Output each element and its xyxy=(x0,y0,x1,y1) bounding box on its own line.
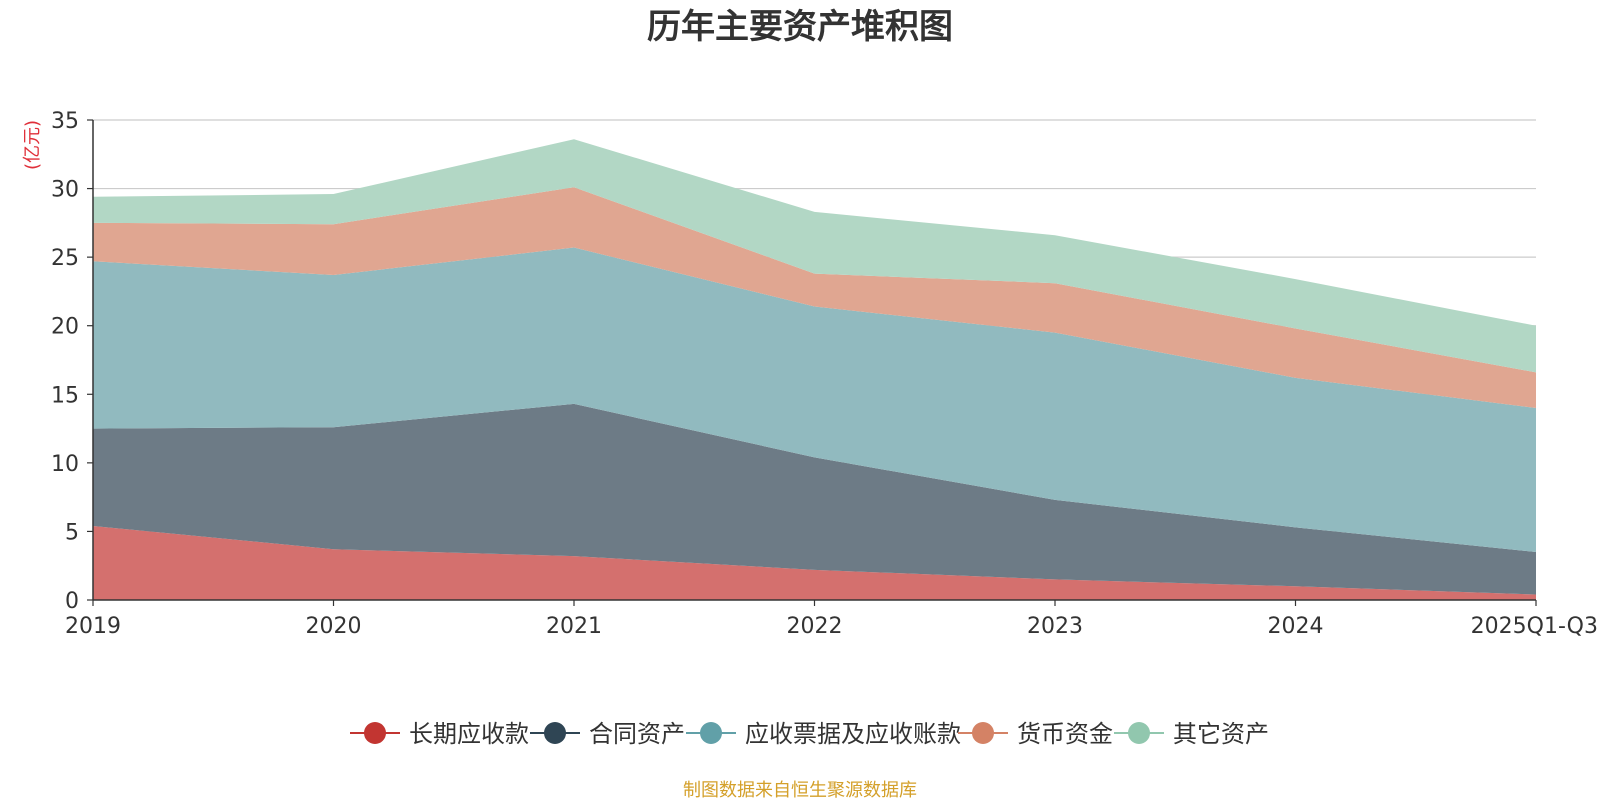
legend-marker-icon xyxy=(544,722,566,744)
chart-title: 历年主要资产堆积图 xyxy=(647,7,953,47)
legend-marker-icon xyxy=(1128,722,1150,744)
legend-item-1[interactable]: 长期应收款 xyxy=(350,720,529,748)
x-tick-label: 2023 xyxy=(1027,614,1083,639)
area-series-3 xyxy=(93,247,1536,553)
data-source-footer: 制图数据来自恒生聚源数据库 xyxy=(683,780,917,800)
legend-marker-icon xyxy=(364,722,386,744)
legend-item-3[interactable]: 应收票据及应收账款 xyxy=(686,720,961,748)
x-tick-label: 2024 xyxy=(1268,614,1324,639)
legend-item-5[interactable]: 其它资产 xyxy=(1114,720,1269,748)
area-series-2 xyxy=(93,403,1536,595)
legend-label: 应收票据及应收账款 xyxy=(745,720,961,748)
legend-label: 长期应收款 xyxy=(409,720,529,748)
y-tick-label: 15 xyxy=(51,383,79,408)
legend-label: 货币资金 xyxy=(1017,720,1113,748)
x-tick-label: 2021 xyxy=(546,614,602,639)
legend-item-4[interactable]: 货币资金 xyxy=(958,720,1113,748)
legend-marker-icon xyxy=(972,722,994,744)
area-series xyxy=(93,139,1536,600)
x-tick-label: 2019 xyxy=(65,614,121,639)
y-tick-label: 35 xyxy=(51,109,79,134)
legend[interactable]: 长期应收款 合同资产 应收票据及应收账款 货币资金 其它资产 xyxy=(350,720,1269,748)
y-tick-label: 20 xyxy=(51,315,79,340)
area-series-1 xyxy=(93,525,1536,600)
y-tick-label: 0 xyxy=(65,589,79,614)
y-axis-label: (亿元) xyxy=(22,120,43,170)
x-tick-label: 2025Q1-Q3 xyxy=(1471,614,1598,639)
legend-marker-icon xyxy=(700,722,722,744)
axes: 0 5 10 15 20 25 30 35 2019 2020 2021 2022 2023 2024 20… xyxy=(51,109,1598,639)
legend-item-2[interactable]: 合同资产 xyxy=(530,720,685,748)
y-tick-label: 30 xyxy=(51,178,79,203)
y-tick-label: 10 xyxy=(51,452,79,477)
y-tick-label: 5 xyxy=(65,520,79,545)
area-series-5 xyxy=(93,139,1536,373)
area-series-4 xyxy=(93,187,1536,408)
x-tick-label: 2022 xyxy=(787,614,843,639)
legend-label: 合同资产 xyxy=(589,720,685,748)
legend-label: 其它资产 xyxy=(1173,720,1269,748)
y-tick-label: 25 xyxy=(51,246,79,271)
x-tick-label: 2020 xyxy=(306,614,362,639)
